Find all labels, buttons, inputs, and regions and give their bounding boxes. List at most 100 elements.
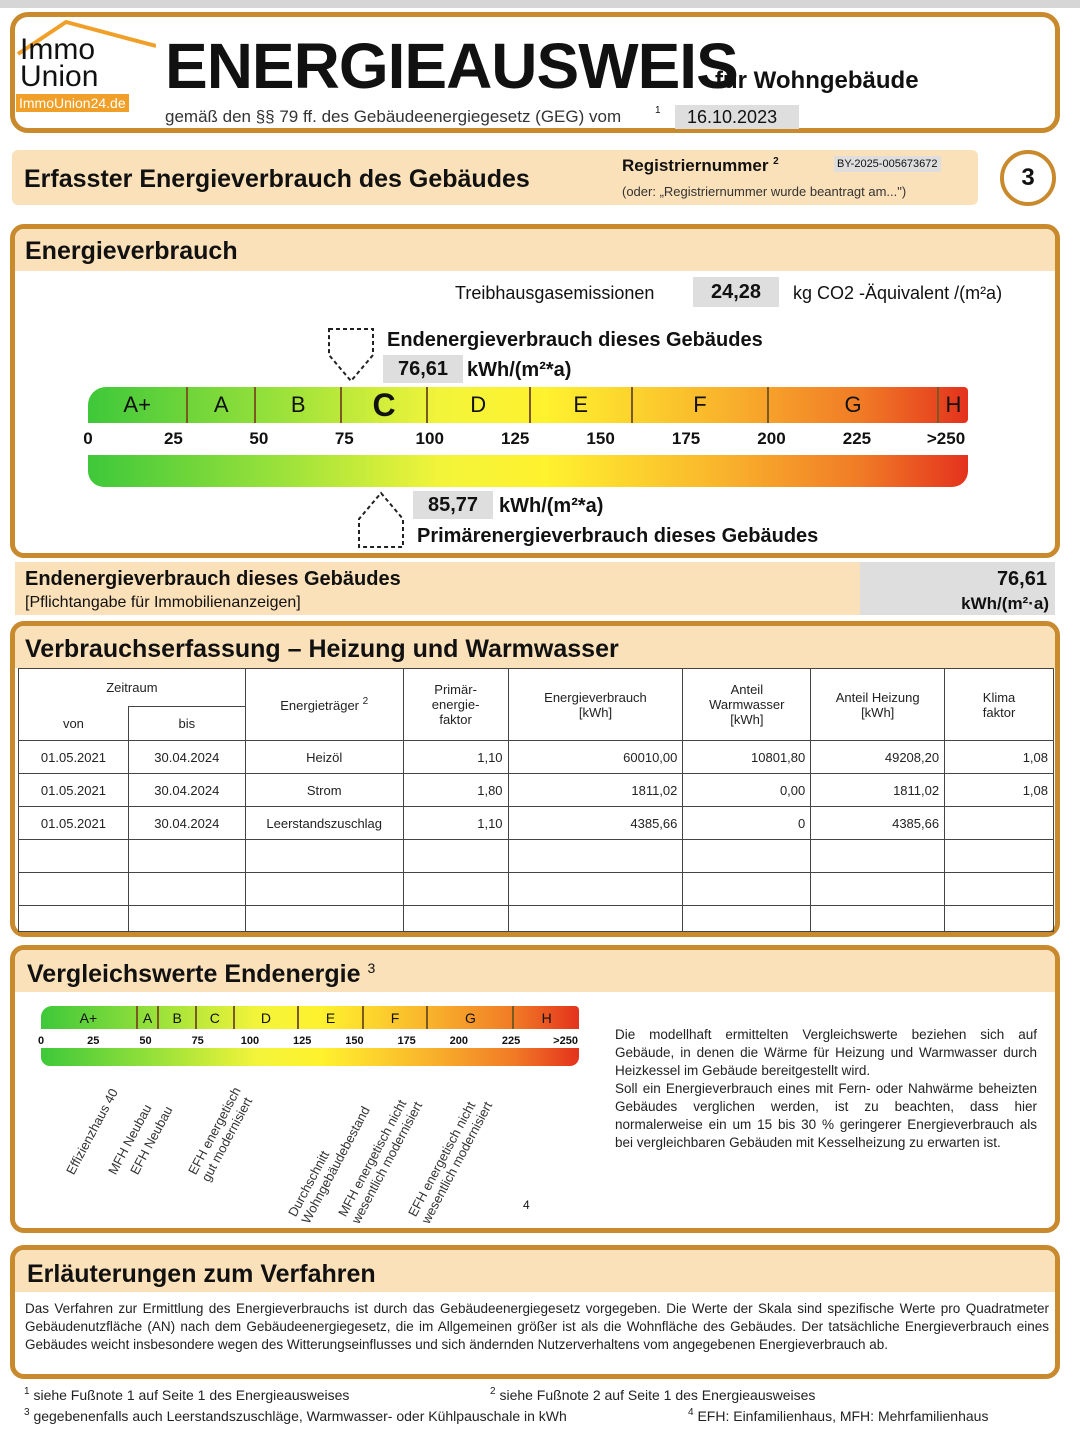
header-energietraeger: Energieträger 2 <box>244 668 404 741</box>
footnote-text: EFH: Einfamilienhaus, MFH: Mehrfamilienh… <box>697 1407 989 1424</box>
footnote-ref: 2 <box>362 696 369 708</box>
scale-tick: 150 <box>345 1035 364 1047</box>
table-cell: 1,80 <box>402 773 509 807</box>
table-row <box>18 905 1054 932</box>
footnote-text: siehe Fußnote 2 auf Seite 1 des Energiea… <box>499 1386 816 1403</box>
footnote-number: 1 <box>24 1386 30 1397</box>
law-date: 16.10.2023 <box>675 105 799 129</box>
footnote-ref: 1 <box>655 105 661 116</box>
table-row: 01.05.2021 30.04.2024 Heizöl 1,10 60010,00 10… <box>18 740 1054 774</box>
comparison-text-1: Die modellhaft ermittelten Vergleichswer… <box>615 1027 1037 1078</box>
energy-class-F: F <box>633 387 770 423</box>
footnote-number: 2 <box>490 1386 496 1397</box>
registration-number: BY-2025-005673672 <box>834 156 941 172</box>
summary-unit: kWh/(m²·a) <box>961 594 1049 613</box>
table-cell <box>507 839 684 873</box>
header-box: ENERGIEAUSWEIS für Wohngebäude gemäß den… <box>10 12 1060 133</box>
energy-class-Aplus: A+ <box>88 387 189 423</box>
explanation-box: Erläuterungen zum Verfahren Das Verfahre… <box>10 1245 1060 1379</box>
energy-class-scale: A+ A B C D E F G H <box>88 387 968 423</box>
roof-icon <box>16 19 156 56</box>
table-cell: 1811,02 <box>507 773 684 807</box>
header-energieverbrauch: Energieverbrauch [kWh] <box>507 668 684 741</box>
footnote-text: siehe Fußnote 1 auf Seite 1 des Energiea… <box>33 1386 350 1403</box>
primary-energy-unit: kWh/(m²*a) <box>499 495 604 517</box>
table-cell: 0,00 <box>682 773 812 807</box>
table-cell <box>244 839 404 873</box>
table-row <box>18 872 1054 906</box>
table-cell: 1,10 <box>402 740 509 774</box>
footnote-4: 4 EFH: Einfamilienhaus, MFH: Mehrfamilie… <box>688 1407 988 1424</box>
scale-tick: >250 <box>553 1035 578 1047</box>
immounion-logo: Immo Union ImmoUnion24.de <box>16 16 156 112</box>
table-cell <box>810 839 946 873</box>
table-cell <box>810 872 946 906</box>
table-cell <box>944 839 1054 873</box>
table-cell: 01.05.2021 <box>18 740 129 774</box>
registration-note: (oder: „Registriernummer wurde beantragt… <box>622 184 907 199</box>
table-cell <box>18 872 129 906</box>
scale-tick: 0 <box>37 1035 45 1047</box>
footnote-3: 3 gegebenenfalls auch Leerstandszuschläg… <box>24 1407 567 1424</box>
energy-class-D: D <box>235 1006 300 1029</box>
scale-tick: 50 <box>139 1035 152 1047</box>
top-bar <box>0 0 1080 8</box>
comparison-ticks: 0 25 50 75 100 125 150 175 200 225 >250 <box>37 1035 579 1049</box>
footnote-1: 1 siehe Fußnote 1 auf Seite 1 des Energi… <box>24 1386 349 1403</box>
energy-class-A: A <box>188 387 257 423</box>
table-cell <box>402 905 509 932</box>
energy-class-A: A <box>138 1006 160 1029</box>
scale-tick: 100 <box>240 1035 260 1047</box>
summary-row: Endenergieverbrauch dieses Gebäudes [Pfl… <box>15 562 860 615</box>
scale-tick: 200 <box>449 1035 469 1047</box>
logo-url: ImmoUnion24.de <box>16 94 129 112</box>
scale-tick: 125 <box>292 1035 312 1047</box>
table-cell: 60010,00 <box>507 740 684 774</box>
end-energy-label: Endenergieverbrauch dieses Gebäudes <box>387 329 763 351</box>
law-reference: gemäß den §§ 79 ff. des Gebäudeenergiege… <box>165 107 622 126</box>
page-number: 3 <box>1000 150 1056 206</box>
comparison-label: EFH energetisch gut modernisiert <box>185 1084 256 1185</box>
scale-tick: 200 <box>757 429 786 448</box>
scale-tick: 175 <box>671 429 701 448</box>
table-cell: 30.04.2024 <box>127 806 246 840</box>
ghg-unit: kg CO2 -Äquivalent /(m²a) <box>793 283 1003 303</box>
logo-text: Union <box>20 60 99 93</box>
scale-tick: 100 <box>415 429 444 448</box>
table-cell: 1811,02 <box>810 773 946 807</box>
table-cell: 01.05.2021 <box>18 806 129 840</box>
scale-tick: >250 <box>926 429 966 448</box>
header-zeitraum: Zeitraum <box>18 668 246 707</box>
summary-label: Endenergieverbrauch dieses Gebäudes <box>25 568 401 590</box>
comparison-box: Vergleichswerte Endenergie 3 A+ A B C D E F G H … <box>10 945 1060 1233</box>
footnote-number: 4 <box>688 1407 694 1418</box>
table-cell <box>682 872 812 906</box>
ghg-value: 24,28 <box>693 277 779 307</box>
consumption-table: Zeitraum Energieträger 2 Primär- energie… <box>18 668 1054 932</box>
energy-class-B: B <box>159 1006 198 1029</box>
table-cell <box>944 872 1054 906</box>
energy-class-F: F <box>364 1006 429 1029</box>
logo-text: Immo <box>20 33 95 66</box>
table-cell: 30.04.2024 <box>127 740 246 774</box>
document-title: ENERGIEAUSWEIS <box>165 30 739 102</box>
header-primaerfaktor: Primär- energie- faktor <box>402 668 509 741</box>
comparison-text-2: Soll ein Energieverbrauch eines mit Fern… <box>615 1081 1037 1150</box>
table-cell <box>127 839 246 873</box>
table-cell: 01.05.2021 <box>18 773 129 807</box>
table-cell: 49208,20 <box>810 740 946 774</box>
comparison-class-scale: A+ A B C D E F G H <box>41 1006 579 1029</box>
explanation-text: Das Verfahren zur Ermittlung des Energie… <box>25 1301 1049 1352</box>
table-cell <box>18 839 129 873</box>
footnote-ref: 4 <box>523 1198 530 1212</box>
scale-tick: 225 <box>501 1035 521 1047</box>
scale-tick: 0 <box>83 429 93 448</box>
table-cell <box>244 872 404 906</box>
footnote-2: 2 siehe Fußnote 2 auf Seite 1 des Energi… <box>490 1386 815 1403</box>
primary-energy-arrow-icon <box>358 491 404 548</box>
header-text: Energieträger <box>280 697 360 713</box>
table-cell <box>944 806 1054 840</box>
scale-tick: 75 <box>334 429 354 448</box>
registration-label: Registriernummer <box>622 156 769 175</box>
table-cell <box>682 839 812 873</box>
